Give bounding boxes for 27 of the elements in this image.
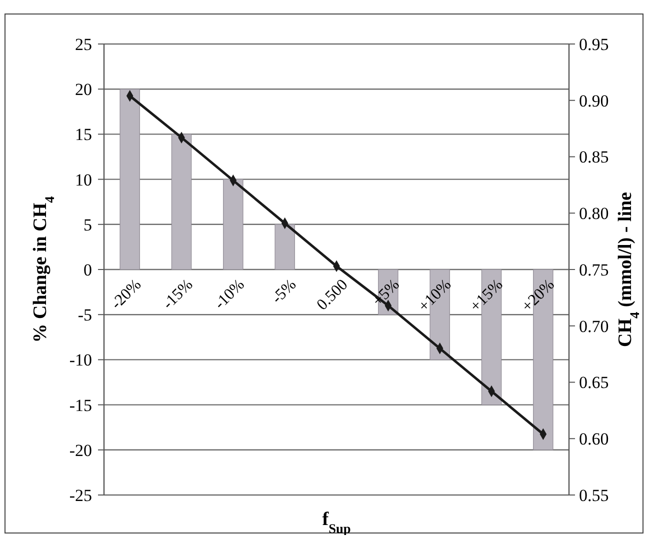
y-tick-label: -20	[69, 440, 92, 460]
y-tick-label: 20	[75, 80, 92, 100]
bar	[171, 134, 192, 270]
y2-tick-label: 0.85	[579, 148, 609, 167]
y-tick-label: -10	[69, 350, 92, 370]
y2-tick-label: 0.55	[579, 486, 609, 505]
y2-tick-label: 0.95	[579, 34, 609, 54]
y2-tick-label: 0.75	[579, 260, 609, 280]
bar	[274, 224, 295, 270]
y-tick-label: 5	[84, 215, 92, 234]
y2-tick-label: 0.90	[579, 91, 609, 110]
y2-tick-label: 0.70	[579, 316, 609, 336]
bar	[223, 179, 244, 270]
y-tick-label: -5	[78, 306, 92, 325]
y-tick-label: -15	[69, 396, 92, 415]
y-tick-label: 15	[75, 125, 92, 144]
bar	[120, 88, 140, 270]
y-tick-label: 10	[75, 170, 92, 190]
y2-tick-label: 0.60	[579, 430, 609, 449]
y2-tick-label: 0.65	[579, 373, 609, 392]
y-tick-label: -25	[69, 486, 92, 505]
y-tick-label: 25	[75, 34, 92, 54]
x-axis-title: f$_{Sup}$	[322, 509, 351, 536]
x-tick-label: +5%	[369, 276, 403, 310]
y-tick-label: 0	[84, 260, 92, 280]
y2-tick-label: 0.80	[579, 204, 609, 224]
x-tick-label: -5%	[268, 276, 300, 308]
